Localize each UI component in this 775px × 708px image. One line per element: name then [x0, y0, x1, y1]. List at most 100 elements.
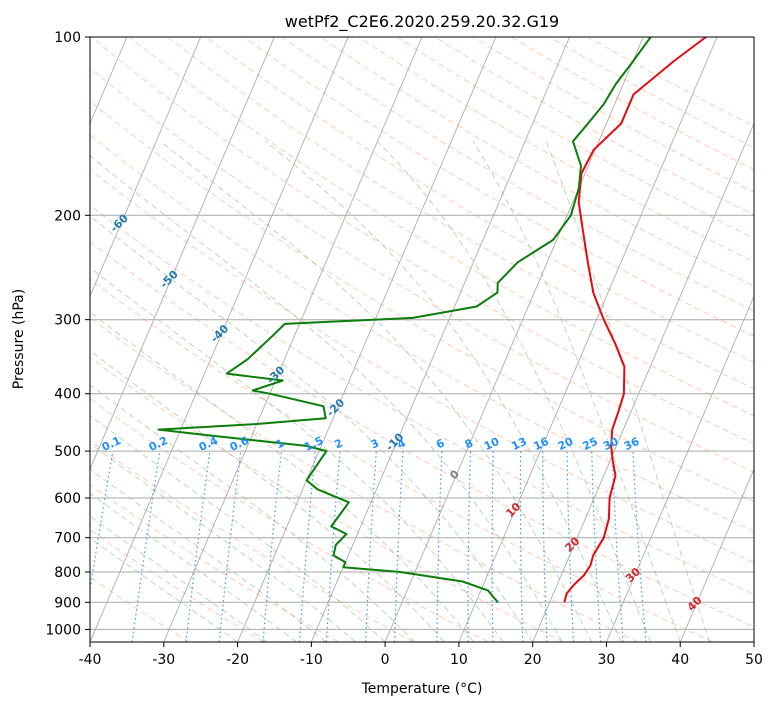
y-tick-label: 100 [54, 30, 81, 46]
x-tick-label: -10 [300, 652, 323, 668]
y-tick-label: 900 [54, 595, 81, 611]
dry-adiabat-line [90, 204, 754, 595]
isotherm-line [237, 37, 497, 642]
mixing-ratio-label: 10 [482, 435, 502, 453]
plot-frame [89, 36, 755, 643]
y-tick-label: 600 [54, 491, 81, 507]
moist-adiabat-line [90, 492, 297, 642]
isotherm-label: 40 [685, 594, 705, 614]
dry-adiabat-line [90, 484, 339, 642]
dry-adiabat-line [90, 241, 754, 628]
isotherm-label: -40 [208, 322, 231, 345]
moist-adiabat-line [90, 155, 563, 642]
y-tick-label: 500 [54, 444, 81, 460]
dry-adiabat-line [90, 37, 754, 445]
dry-adiabat-line [205, 37, 754, 363]
moist-adiabat-line [472, 141, 681, 642]
moist-adiabat-line [90, 468, 327, 642]
mixing-ratio-line [90, 450, 114, 594]
isotherm-label: -70 [55, 163, 78, 186]
isotherm-line [753, 640, 754, 642]
y-tick-label: 400 [54, 387, 81, 403]
moist-adiabat-line [159, 140, 593, 642]
mixing-ratio-label: 16 [532, 435, 552, 453]
isotherm-label: -50 [158, 268, 181, 291]
isotherm-line [679, 467, 754, 642]
moist-adiabat-line [265, 140, 622, 642]
x-tick-label: 50 [745, 652, 763, 668]
isotherm-label: 10 [503, 500, 523, 520]
mixing-ratio-label: 30 [601, 435, 621, 453]
mixing-ratio-line [436, 451, 443, 642]
isotherm-label: 30 [623, 565, 643, 585]
isotherm-line [532, 122, 754, 642]
mixing-ratio-label: 20 [556, 435, 576, 453]
dry-adiabat-line [90, 168, 754, 564]
mixing-ratio-line [632, 451, 647, 642]
x-axis-title: Temperature (°C) [361, 681, 483, 697]
mixing-ratio-line [591, 451, 602, 642]
dry-adiabat-line [90, 529, 265, 642]
mixing-ratio-line [394, 451, 404, 642]
dry-adiabat-line [129, 37, 754, 417]
x-tick-label: 0 [381, 652, 390, 668]
mixing-ratio-line [467, 451, 472, 642]
x-tick-label: -40 [79, 652, 102, 668]
dry-adiabat-line [90, 356, 564, 642]
isotherm-line [310, 37, 571, 642]
dry-adiabat-line [90, 317, 639, 642]
isotherm-line [90, 37, 349, 642]
isotherm-line [90, 37, 202, 298]
dry-adiabat-line [167, 37, 754, 390]
y-axis-title: Pressure (hPa) [11, 289, 27, 389]
x-tick-label: 30 [598, 652, 616, 668]
mixing-ratio-line [218, 451, 242, 642]
dry-adiabat-line [358, 37, 754, 263]
y-tick-label: 1000 [45, 622, 81, 638]
isotherm-line [384, 37, 644, 642]
isotherm-label: -30 [264, 363, 287, 386]
dry-adiabat-line [243, 37, 754, 337]
dry-adiabat-line [90, 100, 754, 503]
isotherm-line [163, 37, 423, 642]
dry-adiabat-line [90, 440, 414, 642]
mixing-ratio-line [262, 451, 283, 642]
isotherm-label: 0 [447, 467, 462, 482]
isotherm-label: -80 [0, 122, 22, 145]
isotherm-line [90, 37, 275, 471]
y-tick-label: 700 [54, 531, 81, 547]
dry-adiabat-line [90, 576, 190, 642]
dry-adiabat-line [90, 134, 754, 533]
mixing-ratio-line [611, 451, 624, 642]
dry-adiabat-line [281, 37, 754, 312]
mixing-ratio-label: 13 [509, 435, 528, 453]
mixing-ratio-line [185, 451, 211, 642]
dry-adiabat-line [90, 67, 754, 473]
mixing-ratio-line [299, 451, 316, 642]
x-tick-label: -30 [152, 652, 175, 668]
mixing-ratio-line [491, 451, 494, 642]
mixing-ratio-line [325, 451, 341, 642]
x-tick-label: 40 [671, 652, 689, 668]
isotherm-line [458, 37, 718, 642]
temperature-profile-line [563, 37, 707, 603]
mixing-ratio-label: 3 [369, 436, 381, 451]
dry-adiabat-line [90, 278, 713, 642]
x-tick-label: 10 [450, 652, 468, 668]
y-tick-label: 800 [54, 565, 81, 581]
mixing-ratio-label: 36 [622, 435, 642, 453]
mixing-ratio-line [542, 451, 548, 642]
mixing-ratio-label: 25 [581, 435, 600, 453]
y-tick-label: 200 [54, 208, 81, 224]
mixing-ratio-line [566, 451, 575, 642]
mixing-ratio-line [519, 451, 524, 642]
x-tick-label: 20 [524, 652, 542, 668]
dry-adiabat-line [90, 397, 489, 642]
chart-title: wetPf2_C2E6.2020.259.20.32.G19 [285, 12, 559, 32]
dry-adiabat-line [396, 37, 754, 239]
isotherm-line [605, 295, 754, 642]
dewpoint-profile-line [157, 37, 652, 603]
mixing-ratio-label: 2 [332, 436, 344, 451]
y-tick-label: 300 [54, 313, 81, 329]
